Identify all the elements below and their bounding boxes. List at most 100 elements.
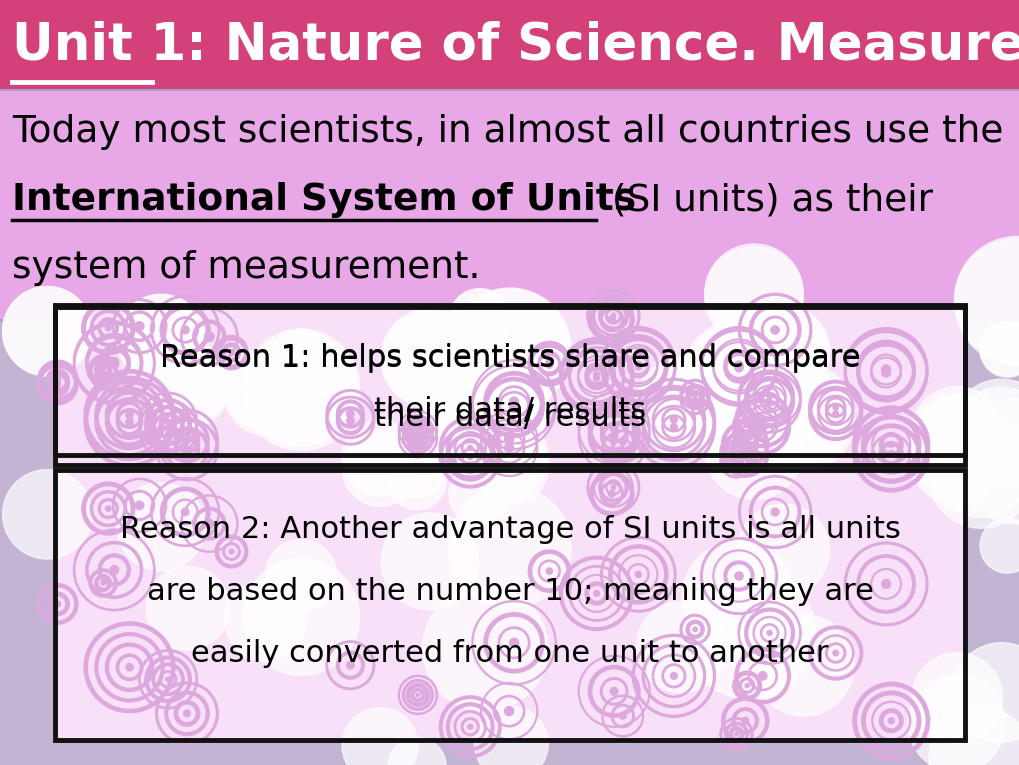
Circle shape bbox=[682, 324, 794, 437]
Circle shape bbox=[229, 351, 233, 356]
Circle shape bbox=[165, 677, 170, 682]
Circle shape bbox=[619, 713, 626, 719]
Circle shape bbox=[888, 718, 894, 724]
Circle shape bbox=[737, 307, 828, 399]
Circle shape bbox=[125, 664, 133, 671]
Circle shape bbox=[880, 365, 890, 374]
Circle shape bbox=[609, 688, 618, 695]
Circle shape bbox=[110, 565, 118, 575]
Circle shape bbox=[546, 568, 552, 575]
Circle shape bbox=[610, 485, 614, 490]
Circle shape bbox=[265, 332, 336, 403]
Circle shape bbox=[669, 672, 677, 679]
Text: (SI units) as their: (SI units) as their bbox=[599, 182, 932, 218]
Circle shape bbox=[136, 501, 144, 509]
Circle shape bbox=[928, 707, 1019, 765]
Circle shape bbox=[110, 357, 118, 366]
Circle shape bbox=[448, 289, 511, 351]
Circle shape bbox=[610, 314, 614, 319]
Circle shape bbox=[734, 732, 738, 736]
FancyBboxPatch shape bbox=[55, 470, 964, 740]
Circle shape bbox=[205, 332, 214, 341]
Circle shape bbox=[928, 425, 1019, 529]
Circle shape bbox=[734, 460, 738, 463]
Circle shape bbox=[734, 361, 743, 369]
Text: International System of Units: International System of Units bbox=[12, 182, 636, 218]
Text: system of measurement.: system of measurement. bbox=[12, 250, 480, 286]
Circle shape bbox=[954, 236, 1019, 363]
Circle shape bbox=[183, 446, 191, 453]
Circle shape bbox=[758, 672, 766, 680]
Text: Reason 1: helps scientists share and compare: Reason 1: helps scientists share and com… bbox=[160, 343, 859, 373]
Circle shape bbox=[110, 360, 118, 369]
Circle shape bbox=[888, 441, 894, 448]
Circle shape bbox=[55, 377, 60, 383]
Circle shape bbox=[770, 326, 779, 334]
Circle shape bbox=[737, 504, 828, 596]
Circle shape bbox=[101, 370, 105, 374]
FancyBboxPatch shape bbox=[0, 0, 1019, 90]
Circle shape bbox=[734, 363, 743, 372]
Circle shape bbox=[608, 317, 614, 324]
Circle shape bbox=[608, 490, 614, 497]
Circle shape bbox=[448, 288, 511, 350]
Circle shape bbox=[752, 614, 853, 716]
Circle shape bbox=[766, 630, 771, 636]
Circle shape bbox=[265, 539, 336, 610]
Circle shape bbox=[105, 506, 111, 511]
Circle shape bbox=[125, 418, 133, 425]
Text: Reason 2: Another advantage of SI units is all units: Reason 2: Another advantage of SI units … bbox=[119, 515, 900, 544]
Circle shape bbox=[770, 508, 779, 516]
Circle shape bbox=[636, 364, 727, 455]
Circle shape bbox=[422, 342, 547, 467]
Circle shape bbox=[593, 375, 599, 381]
Circle shape bbox=[741, 718, 748, 724]
Circle shape bbox=[692, 627, 697, 632]
Circle shape bbox=[833, 411, 838, 416]
Circle shape bbox=[928, 413, 1019, 517]
Circle shape bbox=[766, 394, 771, 399]
Circle shape bbox=[610, 313, 614, 317]
Circle shape bbox=[636, 358, 727, 450]
Circle shape bbox=[243, 334, 359, 451]
Circle shape bbox=[387, 737, 445, 765]
Circle shape bbox=[744, 431, 748, 435]
Circle shape bbox=[165, 419, 170, 424]
Circle shape bbox=[741, 441, 748, 448]
Circle shape bbox=[474, 430, 548, 504]
Circle shape bbox=[682, 321, 794, 433]
Circle shape bbox=[979, 323, 1019, 377]
Circle shape bbox=[608, 316, 614, 322]
Circle shape bbox=[734, 450, 738, 454]
Circle shape bbox=[683, 336, 814, 467]
Circle shape bbox=[55, 382, 60, 387]
Circle shape bbox=[954, 239, 1019, 365]
Circle shape bbox=[416, 693, 419, 696]
Circle shape bbox=[381, 308, 478, 405]
Circle shape bbox=[136, 322, 144, 330]
Circle shape bbox=[682, 541, 794, 653]
Circle shape bbox=[181, 326, 189, 334]
Circle shape bbox=[224, 579, 306, 661]
Circle shape bbox=[546, 362, 552, 368]
Circle shape bbox=[704, 401, 803, 500]
Circle shape bbox=[117, 295, 205, 382]
Circle shape bbox=[833, 405, 838, 410]
Circle shape bbox=[504, 707, 514, 716]
Circle shape bbox=[907, 407, 1005, 504]
Circle shape bbox=[880, 579, 890, 588]
Circle shape bbox=[55, 601, 60, 607]
Circle shape bbox=[448, 289, 571, 412]
Circle shape bbox=[954, 398, 1019, 524]
Circle shape bbox=[504, 435, 514, 444]
Circle shape bbox=[833, 650, 838, 656]
Circle shape bbox=[734, 572, 743, 580]
Circle shape bbox=[381, 513, 478, 610]
Circle shape bbox=[758, 415, 766, 424]
Circle shape bbox=[504, 444, 514, 452]
Circle shape bbox=[744, 684, 748, 688]
Circle shape bbox=[619, 448, 626, 454]
Circle shape bbox=[683, 330, 814, 462]
Circle shape bbox=[3, 470, 92, 559]
Circle shape bbox=[229, 350, 233, 354]
